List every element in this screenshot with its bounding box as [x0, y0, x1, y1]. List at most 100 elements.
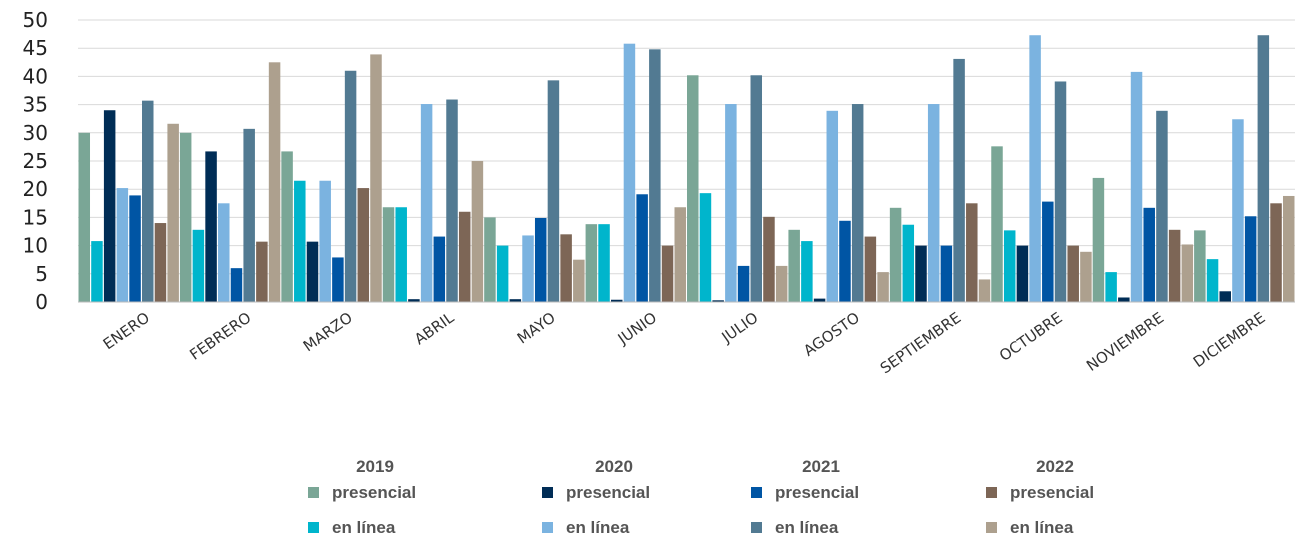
- bar-2021-en-linea-noviembre: [1156, 110, 1168, 302]
- bar-2019-en-linea-octubre: [1003, 230, 1016, 302]
- x-tick-label: MAYO: [514, 309, 559, 348]
- x-tick-label: MARZO: [300, 309, 356, 356]
- bar-2019-en-linea-julio: [699, 193, 712, 302]
- bar-2019-en-linea-mayo: [496, 245, 509, 302]
- bar-2021-presencial-noviembre: [1143, 207, 1155, 302]
- bar-2022-presencial-diciembre: [1270, 203, 1282, 302]
- bar-2019-en-linea-septiembre: [902, 224, 915, 302]
- bar-2022-presencial-noviembre: [1168, 229, 1181, 302]
- x-tick-label: DICIEMBRE: [1190, 309, 1269, 372]
- legend-entry-label: en línea: [566, 518, 630, 537]
- bar-2022-en-linea-marzo: [370, 54, 382, 303]
- y-tick-label: 5: [35, 262, 48, 286]
- bar-2022-en-linea-febrero: [268, 62, 281, 302]
- x-tick-label: JUNIO: [614, 309, 660, 349]
- bar-2021-presencial-enero: [129, 195, 141, 302]
- legend-swatch: [308, 487, 319, 498]
- bar-2021-presencial-abril: [433, 236, 446, 302]
- y-axis-tick-labels: 0 5 10 15 20 25 30 35 40 45 50: [23, 8, 48, 314]
- y-tick-label: 20: [23, 177, 48, 201]
- bar-2021-presencial-septiembre: [940, 245, 953, 302]
- bar-2020-en-linea-marzo: [319, 180, 331, 302]
- x-tick-label: AGOSTO: [800, 309, 863, 360]
- legend-entry-label: en línea: [1010, 518, 1074, 537]
- bar-2022-presencial-julio: [763, 216, 775, 302]
- bar-2020-en-linea-febrero: [218, 203, 230, 302]
- legend-swatch: [751, 487, 762, 498]
- bar-2022-presencial-junio: [661, 245, 674, 302]
- bar-2020-en-linea-enero: [116, 188, 129, 302]
- y-tick-label: 30: [23, 121, 48, 145]
- bar-2022-presencial-abril: [458, 211, 471, 302]
- bar-2022-en-linea-mayo: [573, 259, 585, 302]
- x-tick-label: NOVIEMBRE: [1083, 309, 1167, 375]
- bar-2019-presencial-noviembre: [1092, 177, 1105, 302]
- y-tick-label: 45: [23, 36, 48, 60]
- x-tick-label: OCTUBRE: [996, 309, 1066, 365]
- legend-swatch: [542, 487, 553, 498]
- x-tick-label: SEPTIEMBRE: [877, 309, 965, 378]
- bar-2020-en-linea-septiembre: [927, 104, 940, 302]
- bar-2020-presencial-octubre: [1016, 245, 1029, 302]
- bar-2019-presencial-septiembre: [889, 207, 902, 302]
- bar-2019-en-linea-junio: [598, 224, 610, 302]
- bar-2021-en-linea-marzo: [344, 70, 357, 302]
- legend-entry-label: en línea: [332, 518, 396, 537]
- bar-2019-en-linea-febrero: [192, 229, 205, 302]
- bar-2022-presencial-mayo: [560, 234, 572, 302]
- y-tick-label: 40: [23, 64, 48, 88]
- legend-year-label: 2020: [595, 457, 633, 476]
- bar-2019-presencial-diciembre: [1194, 230, 1206, 302]
- bar-2022-presencial-octubre: [1067, 245, 1079, 302]
- bar-2020-presencial-enero: [103, 110, 116, 303]
- bar-2021-en-linea-febrero: [243, 128, 255, 302]
- bar-2021-presencial-diciembre: [1244, 216, 1257, 302]
- bar-2020-en-linea-agosto: [826, 110, 839, 302]
- bar-2021-en-linea-enero: [142, 100, 154, 302]
- y-tick-label: 25: [23, 149, 48, 173]
- legend-year-label: 2022: [1036, 457, 1074, 476]
- bar-2020-presencial-abril: [408, 299, 420, 302]
- bar-2022-en-linea-agosto: [877, 272, 889, 302]
- bar-2021-en-linea-abril: [446, 99, 458, 302]
- bar-2022-en-linea-noviembre: [1181, 244, 1194, 302]
- y-tick-label: 10: [23, 234, 48, 258]
- bar-2019-presencial-abril: [382, 207, 395, 302]
- bar-2019-presencial-marzo: [281, 151, 293, 302]
- bar-2022-en-linea-enero: [167, 123, 179, 302]
- bar-2019-en-linea-agosto: [801, 241, 813, 302]
- bar-2021-presencial-julio: [737, 265, 750, 302]
- bar-2021-presencial-agosto: [839, 220, 851, 302]
- bar-2022-presencial-septiembre: [966, 203, 978, 302]
- bar-2019-presencial-julio: [687, 75, 699, 302]
- bar-2020-presencial-septiembre: [915, 245, 927, 302]
- bar-2019-presencial-enero: [78, 132, 91, 302]
- bar-2022-en-linea-julio: [775, 265, 788, 302]
- bar-2022-presencial-agosto: [864, 236, 877, 302]
- bar-2021-en-linea-junio: [649, 49, 661, 302]
- bar-2020-presencial-diciembre: [1219, 291, 1231, 302]
- bar-2020-presencial-mayo: [509, 299, 522, 302]
- bar-2020-presencial-marzo: [306, 241, 319, 302]
- legend-entry-label: presencial: [775, 483, 859, 502]
- bar-2020-presencial-junio: [610, 299, 623, 302]
- bar-2020-en-linea-junio: [623, 43, 636, 303]
- bar-2022-presencial-marzo: [357, 188, 370, 302]
- y-tick-label: 35: [23, 93, 48, 117]
- bar-2019-en-linea-noviembre: [1105, 272, 1117, 302]
- bar-2022-en-linea-septiembre: [978, 279, 991, 302]
- legend-swatch: [986, 522, 997, 533]
- bar-2019-presencial-mayo: [484, 217, 496, 302]
- legend-swatch: [751, 522, 762, 533]
- legend-entry-label: presencial: [1010, 483, 1094, 502]
- bar-2019-en-linea-enero: [91, 241, 103, 302]
- x-tick-label: ENERO: [100, 309, 153, 354]
- bar-2020-en-linea-noviembre: [1130, 71, 1143, 302]
- bar-2020-presencial-noviembre: [1118, 297, 1130, 302]
- legend-year-label: 2019: [356, 457, 394, 476]
- bar-2022-presencial-enero: [154, 223, 167, 302]
- bar-2022-en-linea-octubre: [1080, 251, 1092, 302]
- bar-2020-presencial-agosto: [813, 298, 826, 302]
- legend: 2019 2020 2021 2022 presencial en línea presen…: [308, 457, 1094, 537]
